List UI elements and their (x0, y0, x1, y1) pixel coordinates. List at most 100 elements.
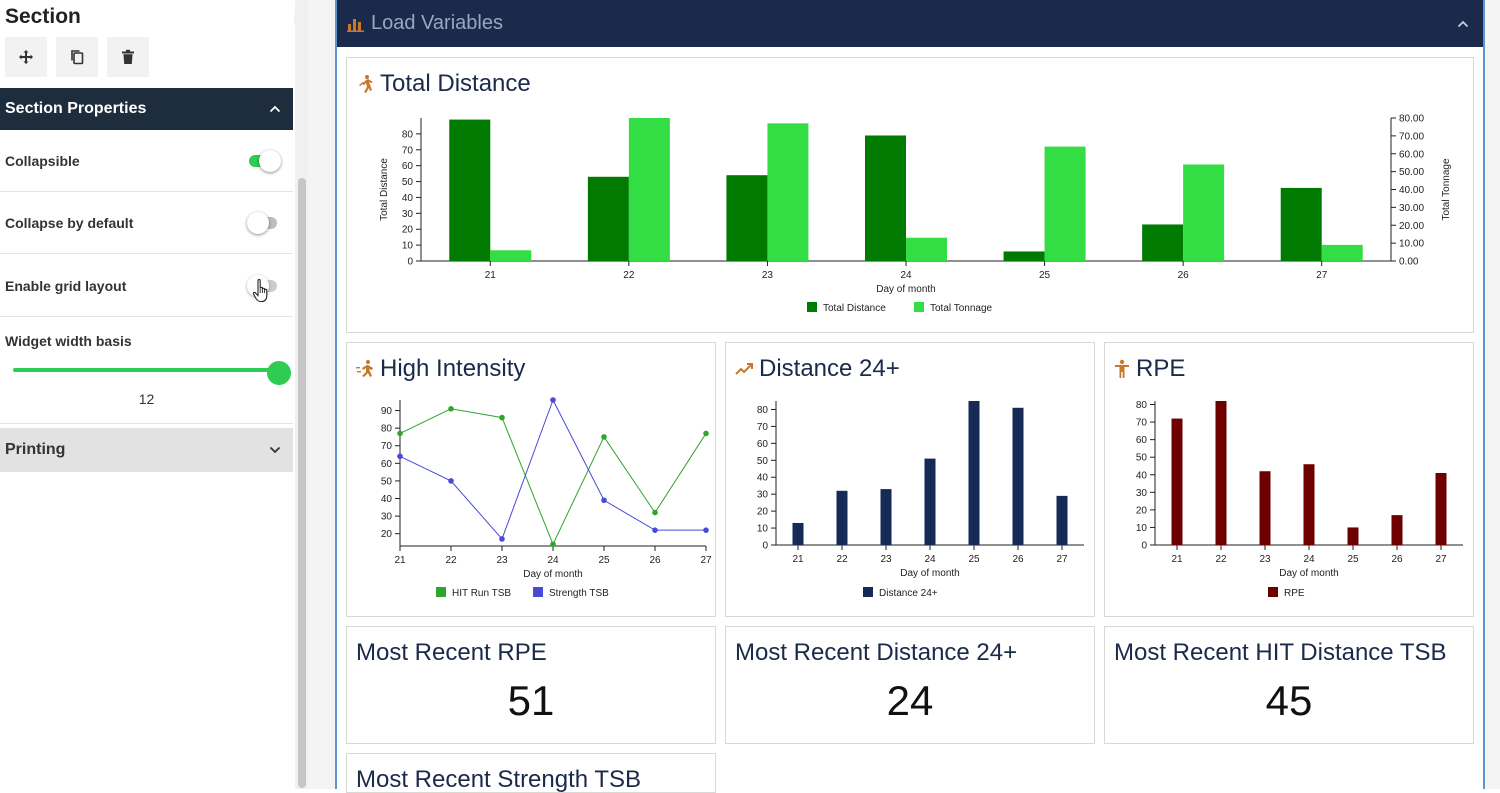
move-button[interactable] (5, 37, 47, 77)
right-tick-label: 20.00 (1399, 221, 1424, 232)
copy-icon (71, 50, 84, 65)
collapsible-row: Collapsible (0, 130, 293, 192)
width-slider-thumb[interactable] (267, 361, 291, 385)
right-tick-label: 40.00 (1399, 185, 1424, 196)
left-tick-label: 40 (381, 494, 393, 505)
stat-card-title: Most Recent Distance 24+ (735, 639, 1018, 666)
stat-card-recent-hit-distance-tsb: Most Recent HIT Distance TSB 45 (1104, 626, 1474, 744)
section-properties-label: Section Properties (5, 100, 147, 117)
legend-swatch-total-distance (807, 302, 817, 312)
collapse-default-toggle[interactable] (247, 211, 277, 234)
left-tick-label: 70 (381, 441, 393, 452)
right-tick-label: 60.00 (1399, 149, 1424, 160)
high-intensity-title-text: High Intensity (380, 355, 526, 382)
left-tick-label: 90 (381, 406, 393, 417)
printing-label: Printing (5, 441, 66, 458)
data-point (499, 536, 505, 542)
sidebar-scrollbar-thumb[interactable] (298, 178, 306, 788)
left-tick-label: 30 (381, 512, 393, 523)
collapsible-toggle[interactable] (249, 149, 281, 172)
bar-chart-icon (347, 18, 364, 32)
x-tick-label: 24 (547, 555, 559, 566)
legend-swatch (1268, 587, 1278, 597)
x-tick-label: 22 (623, 270, 635, 281)
total-distance-widget: 0 10 20 30 40 50 60 70 80 0.00 10.00 20.00 30.00 40.0… (346, 57, 1474, 333)
bar-total-tonnage (628, 118, 670, 261)
x-tick-label: 26 (1178, 270, 1190, 281)
left-tick-label: 0 (762, 541, 768, 552)
left-tick-label: 80 (381, 424, 393, 435)
data-point (652, 509, 658, 516)
right-tick-label: 70.00 (1399, 131, 1424, 142)
left-tick-label: 70 (1136, 418, 1148, 429)
delete-button[interactable] (107, 37, 149, 77)
left-tick-label: 80 (757, 405, 769, 416)
left-tick-label: 70 (402, 145, 414, 156)
load-variables-title-group: Load Variables (347, 12, 503, 35)
load-variables-header[interactable]: Load Variables (337, 0, 1483, 47)
collapsible-label: Collapsible (5, 152, 80, 169)
bar (1435, 473, 1447, 545)
hand-cursor-icon (252, 278, 268, 303)
x-tick-label: 21 (394, 555, 406, 566)
legend-label: RPE (1284, 588, 1305, 599)
legend-label-strength-tsb: Strength TSB (549, 588, 609, 599)
rpe-title-text: RPE (1136, 355, 1186, 382)
bar-total-distance (1142, 224, 1184, 261)
section-properties-header[interactable]: Section Properties (0, 88, 293, 130)
left-tick-label: 0 (407, 257, 413, 268)
x-tick-label: 25 (1039, 270, 1051, 281)
legend-label-total-distance: Total Distance (823, 303, 886, 314)
x-tick-label: 23 (496, 555, 508, 566)
data-point (550, 541, 556, 548)
x-tick-label: 25 (1347, 554, 1359, 565)
width-slider-track[interactable] (13, 368, 279, 372)
right-tick-label: 10.00 (1399, 239, 1424, 250)
duplicate-button[interactable] (56, 37, 98, 77)
bar (924, 458, 936, 545)
bar (1259, 471, 1271, 545)
bar (1012, 407, 1024, 545)
x-tick-label: 25 (598, 555, 610, 566)
trend-icon (735, 363, 753, 375)
x-tick-label: 26 (1012, 554, 1024, 565)
collapse-chevron-icon[interactable] (1457, 20, 1469, 28)
left-tick-label: 50 (1136, 453, 1148, 464)
right-tick-label: 30.00 (1399, 203, 1424, 214)
legend-swatch-strength-tsb (533, 587, 543, 597)
bar-total-distance (1280, 187, 1322, 261)
x-tick-label: 22 (445, 555, 457, 566)
left-tick-label: 30 (757, 490, 769, 501)
left-tick-label: 60 (381, 459, 393, 470)
x-tick-label: 21 (792, 554, 804, 565)
bar-total-tonnage (490, 250, 532, 261)
x-tick-label: 23 (1259, 554, 1271, 565)
left-tick-label: 40 (757, 473, 769, 484)
printing-header[interactable]: Printing (0, 428, 293, 472)
left-tick-label: 30 (402, 209, 414, 220)
stat-card-title: Most Recent HIT Distance TSB (1114, 639, 1447, 666)
bar (880, 489, 892, 545)
bar-total-tonnage (1044, 146, 1086, 261)
rpe-title: RPE (1114, 355, 1185, 383)
left-tick-label: 0 (1141, 541, 1147, 552)
left-tick-label: 10 (402, 241, 414, 252)
left-tick-label: 30 (1136, 488, 1148, 499)
x-tick-label: 22 (836, 554, 848, 565)
x-axis-title: Day of month (1279, 568, 1338, 579)
legend-label: Distance 24+ (879, 588, 938, 599)
grid-layout-label: Enable grid layout (5, 277, 127, 294)
x-tick-label: 23 (762, 270, 774, 281)
distance-24-widget: 0 10 20 30 40 50 60 70 80 21 22 23 24 25 26 27 Day of mo… (725, 342, 1095, 617)
series-line-hit-run-tsb (399, 408, 707, 546)
x-tick-label: 27 (1056, 554, 1068, 565)
total-distance-title: Total Distance (356, 70, 531, 98)
bar (792, 522, 804, 545)
widget-width-block: Widget width basis 12 (0, 318, 293, 424)
bar (968, 401, 980, 545)
x-tick-label: 21 (485, 270, 497, 281)
left-tick-label: 80 (1136, 400, 1148, 411)
high-intensity-chart: 20 30 40 50 60 70 80 90 21 22 23 24 25 26 27 Day of mon… (381, 397, 712, 599)
bar (1171, 418, 1183, 545)
left-tick-label: 20 (402, 225, 414, 236)
